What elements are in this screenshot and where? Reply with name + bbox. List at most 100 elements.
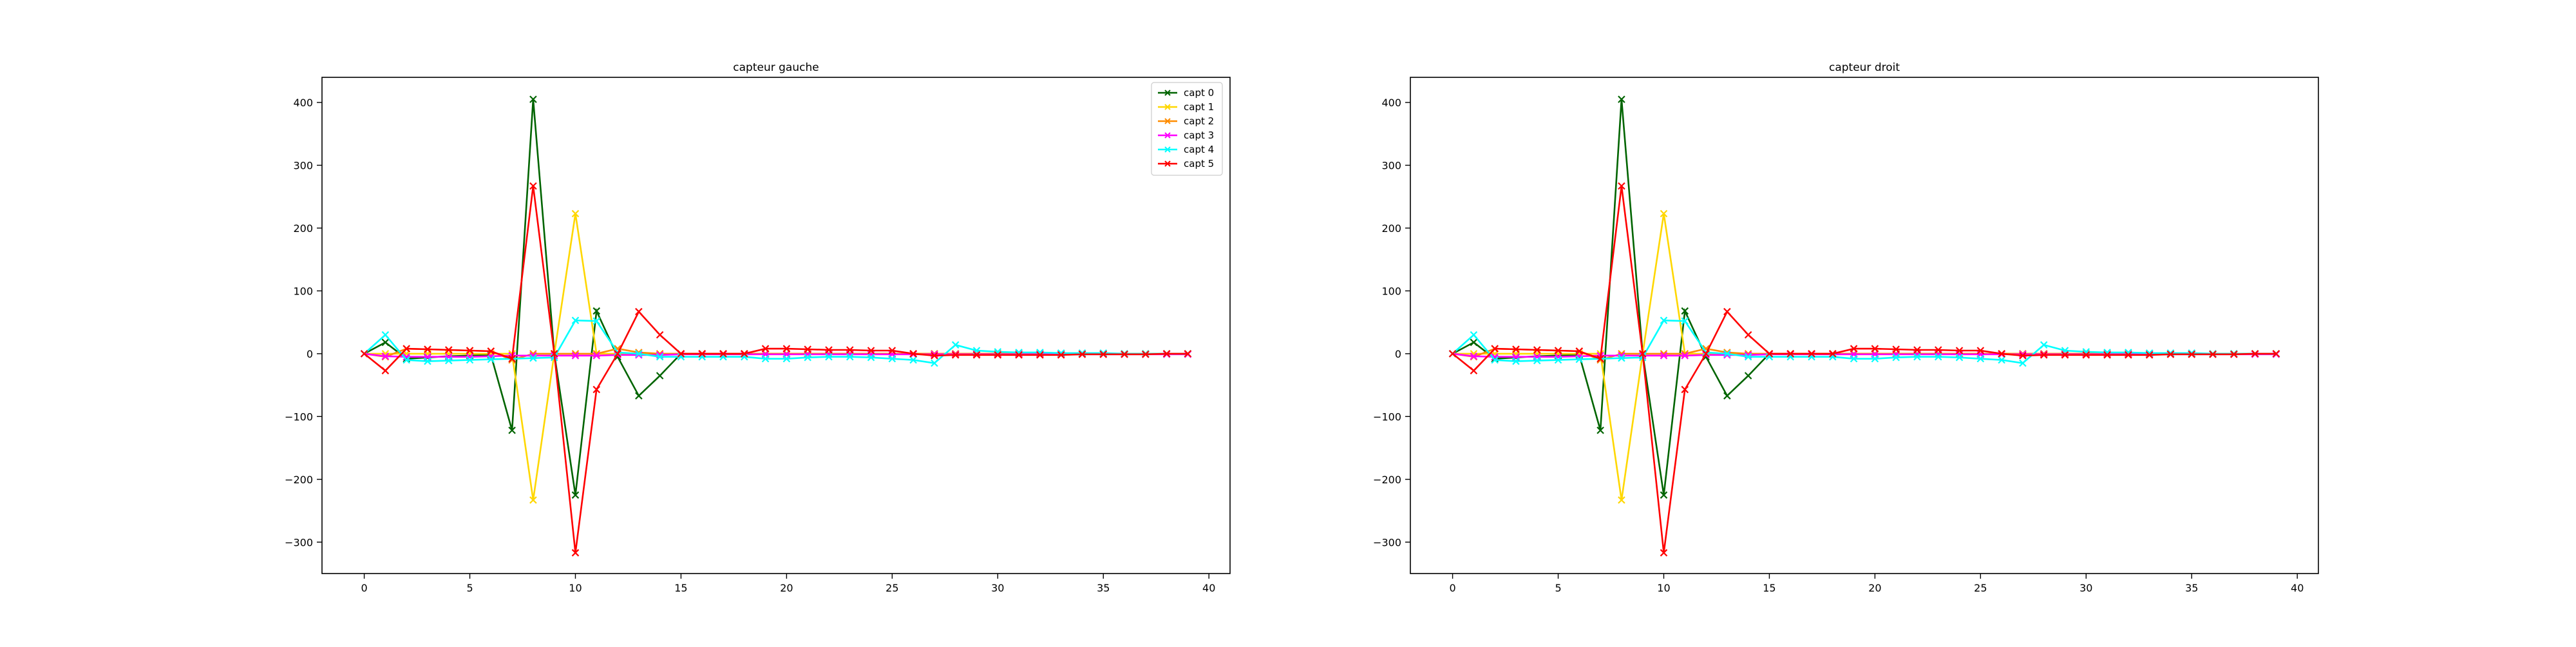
series-5-point-1 [1470, 367, 1478, 374]
series-4-point-23 [846, 352, 854, 361]
series-5-point-28 [951, 351, 960, 359]
legend-label: capt 0 [1184, 87, 1214, 99]
series-1-point-8 [1618, 496, 1625, 504]
series-0-point-1 [381, 338, 390, 347]
legend: capt 0 capt 1 capt 2 capt 3 capt 4 capt 5 [1151, 82, 1223, 176]
legend-swatch-marker [1164, 104, 1171, 110]
series-5-point-38 [2251, 350, 2259, 358]
series-4-point-5 [466, 356, 474, 364]
series-4-point-34 [1078, 349, 1086, 357]
legend-label: capt 3 [1184, 130, 1214, 141]
series-0-point-7 [1596, 426, 1604, 434]
series-5-point-26 [1998, 350, 2005, 358]
y-tick-label: 300 [1381, 159, 1401, 171]
y-tick-label: 400 [1381, 97, 1401, 109]
y-tick-label: −100 [1373, 410, 1401, 423]
series-3-point-1 [1470, 352, 1478, 360]
x-tick-label: 0 [1449, 582, 1455, 594]
series-5-point-28 [2040, 351, 2048, 359]
series-3-point-27 [931, 351, 938, 358]
series-group [360, 95, 1192, 557]
series-0-point-10 [1660, 491, 1668, 499]
series-5-point-30 [2082, 351, 2090, 359]
series-5-point-20 [1871, 345, 1879, 352]
legend-swatch-marker [1164, 146, 1171, 153]
series-5-point-19 [1850, 345, 1858, 352]
series-5-point-8 [529, 182, 537, 190]
series-0-point-10 [571, 491, 580, 499]
y-tick-label: 0 [1395, 348, 1401, 360]
x-tick-label: 40 [1202, 582, 1215, 594]
y-tick-label: −100 [285, 410, 313, 423]
x-tick-label: 20 [1868, 582, 1881, 594]
series-4-point-8 [1618, 354, 1625, 362]
series-4-point-14 [1744, 352, 1752, 361]
series-4-point-10 [571, 316, 580, 324]
series-1-point-10 [571, 209, 580, 218]
series-5-point-31 [1015, 351, 1023, 359]
series-0-point-13 [1723, 392, 1731, 400]
series-4-point-24 [1955, 353, 1964, 362]
series-0-point-7 [508, 426, 516, 434]
chart-panel-0: capteur gauche 0 5 10 15 20 25 30 35 40 −300 −200 −1… [285, 61, 1231, 594]
series-1-point-8 [529, 496, 537, 504]
series-5-point-2 [402, 345, 410, 352]
series-5-point-34 [1078, 351, 1086, 358]
series-5-point-3 [1512, 345, 1520, 353]
series-4-point-8 [529, 354, 537, 362]
series-4-point-1 [1470, 331, 1478, 339]
series-5-point-19 [761, 345, 770, 352]
series-3-point-10 [1660, 352, 1668, 360]
legend-swatch-marker [1164, 90, 1171, 96]
series-3-point-2 [1491, 352, 1499, 361]
legend-label: capt 2 [1184, 115, 1214, 127]
series-3-point-5 [466, 352, 474, 361]
series-5-point-8 [1618, 182, 1625, 190]
series-4-point-15 [1765, 352, 1774, 361]
series-5-point-5 [1554, 347, 1562, 354]
series-5-point-25 [888, 347, 896, 354]
series-3-point-27 [2019, 351, 2027, 358]
series-4-point-30 [994, 348, 1002, 356]
x-tick-label: 35 [2185, 582, 2198, 594]
series-line-0 [363, 99, 1188, 496]
series-5-point-0 [1448, 350, 1457, 358]
series-4-point-21 [804, 353, 811, 362]
x-tick-label: 10 [569, 582, 582, 594]
legend-item-0: capt 0 [1158, 87, 1214, 99]
series-4-point-4 [1533, 356, 1541, 365]
x-tick-label: 30 [2079, 582, 2092, 594]
y-tick-label: 0 [307, 348, 313, 360]
series-5-point-7 [1596, 354, 1604, 363]
x-tick-label: 5 [466, 582, 473, 594]
series-5-point-33 [2145, 351, 2154, 359]
series-5-point-23 [846, 346, 854, 354]
x-tick-label: 5 [1555, 582, 1561, 594]
series-5-point-24 [867, 347, 875, 354]
series-5-point-37 [1142, 351, 1150, 358]
series-line-5 [1452, 186, 2277, 553]
series-0-point-8 [529, 95, 537, 103]
series-5-point-38 [1162, 350, 1171, 358]
series-0-point-14 [656, 372, 664, 380]
legend-item-1: capt 1 [1158, 101, 1214, 113]
series-5-point-29 [2061, 351, 2069, 359]
series-5-point-4 [1533, 346, 1541, 354]
series-4-point-2 [402, 356, 410, 364]
series-4-point-16 [1786, 352, 1795, 361]
series-5-point-25 [1976, 347, 1985, 354]
series-group [1448, 95, 2280, 557]
chart-title: capteur droit [1829, 61, 1900, 74]
series-4-point-6 [487, 355, 495, 363]
series-4-point-17 [719, 352, 727, 361]
series-4-point-6 [1575, 355, 1584, 363]
series-5-point-9 [550, 350, 558, 358]
series-5-point-17 [1808, 350, 1815, 358]
legend-swatch-marker [1164, 132, 1171, 139]
series-0-point-13 [635, 392, 643, 400]
y-tick-label: −200 [1373, 474, 1401, 486]
series-5-point-37 [2230, 351, 2238, 358]
y-tick-label: 100 [1381, 285, 1401, 297]
legend-item-2: capt 2 [1158, 115, 1214, 127]
x-tick-label: 25 [1974, 582, 1987, 594]
